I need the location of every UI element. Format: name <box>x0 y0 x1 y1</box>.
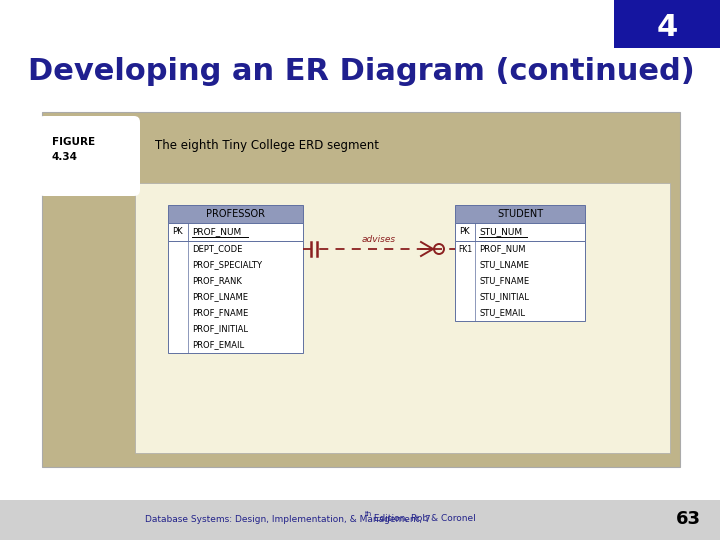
Text: 63: 63 <box>675 510 701 528</box>
Bar <box>0 500 720 540</box>
Text: FK1: FK1 <box>458 245 472 253</box>
Text: advises: advises <box>362 235 396 244</box>
Text: 4.34: 4.34 <box>52 152 78 162</box>
Text: DEPT_CODE: DEPT_CODE <box>192 245 243 253</box>
Text: PK: PK <box>172 227 183 237</box>
Text: Edition, Rob & Coronel: Edition, Rob & Coronel <box>371 515 476 523</box>
Bar <box>614 0 720 48</box>
Text: PROF_NUM: PROF_NUM <box>479 245 526 253</box>
Text: PROF_FNAME: PROF_FNAME <box>192 308 248 318</box>
Text: 4: 4 <box>657 12 678 42</box>
Text: STU_EMAIL: STU_EMAIL <box>479 308 525 318</box>
Text: PROF_LNAME: PROF_LNAME <box>192 293 248 301</box>
Text: Developing an ER Diagram (continued): Developing an ER Diagram (continued) <box>28 57 695 86</box>
Text: PROF_RANK: PROF_RANK <box>192 276 242 286</box>
Text: FIGURE: FIGURE <box>52 137 95 147</box>
Bar <box>455 241 585 321</box>
Text: PK: PK <box>459 227 469 237</box>
Bar <box>168 223 303 241</box>
Bar <box>455 223 585 241</box>
Text: PROFESSOR: PROFESSOR <box>206 209 265 219</box>
Text: STU_NUM: STU_NUM <box>479 227 522 237</box>
Text: STU_INITIAL: STU_INITIAL <box>479 293 529 301</box>
Text: STUDENT: STUDENT <box>497 209 543 219</box>
Text: STU_FNAME: STU_FNAME <box>479 276 529 286</box>
Text: Database Systems: Design, Implementation, & Management, 7: Database Systems: Design, Implementation… <box>145 515 431 523</box>
Bar <box>168 205 303 223</box>
Bar <box>168 241 303 353</box>
Text: STU_LNAME: STU_LNAME <box>479 260 529 269</box>
Bar <box>135 183 670 453</box>
Bar <box>42 112 680 467</box>
Text: th: th <box>365 511 372 517</box>
Text: PROF_EMAIL: PROF_EMAIL <box>192 341 244 349</box>
FancyBboxPatch shape <box>38 116 140 196</box>
Text: PROF_INITIAL: PROF_INITIAL <box>192 325 248 334</box>
Text: PROF_NUM: PROF_NUM <box>192 227 241 237</box>
Text: The eighth Tiny College ERD segment: The eighth Tiny College ERD segment <box>155 138 379 152</box>
Text: PROF_SPECIALTY: PROF_SPECIALTY <box>192 260 262 269</box>
Bar <box>455 205 585 223</box>
